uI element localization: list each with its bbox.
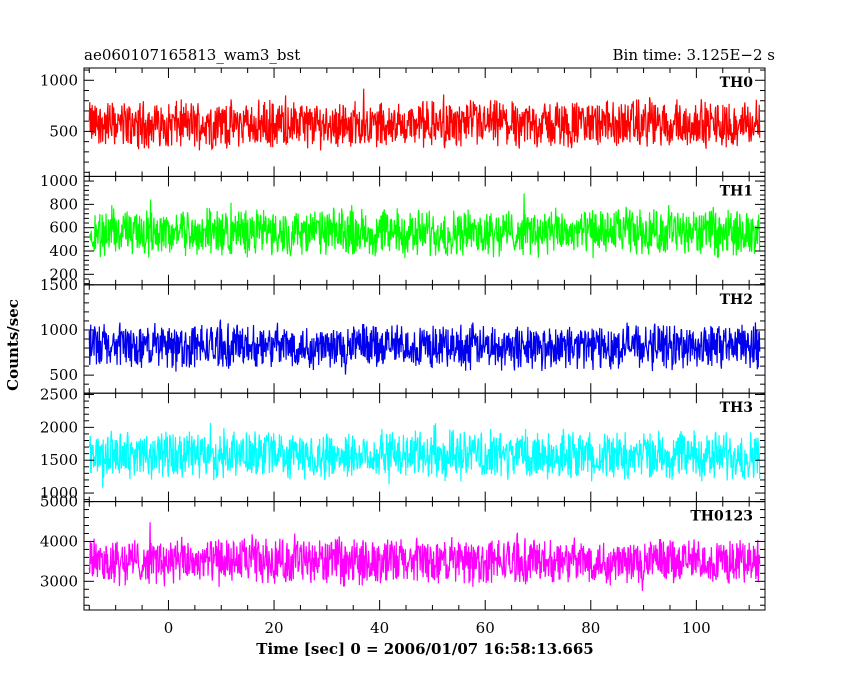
y-tick-label: 1000: [40, 172, 78, 190]
y-tick-label: 2500: [40, 386, 78, 404]
panel-th3: 1000 1500 2000 2500 TH3: [40, 386, 766, 503]
x-tick-label: 60: [476, 619, 495, 637]
y-tick-label: 600: [49, 219, 78, 237]
x-axis: 0 20 40 60 80 100: [164, 619, 711, 637]
figure-title-right: Bin time: 3.125E−2 s: [613, 46, 775, 64]
panel-label-th0: TH0: [720, 75, 754, 91]
y-tick-label: 1000: [40, 484, 78, 502]
series-line-th0: [88, 88, 761, 151]
y-tick-label: 2000: [40, 418, 78, 436]
x-tick-label: 100: [682, 619, 711, 637]
x-tick-label: 20: [264, 619, 283, 637]
x-tick-label: 40: [370, 619, 389, 637]
y-tick-label: 1500: [40, 276, 78, 294]
x-tick-label: 0: [164, 619, 174, 637]
y-tick-label: 1500: [40, 451, 78, 469]
y-tick-label: 1000: [40, 321, 78, 339]
panels-group: 500 1000 TH0 200 400 600 800 1000 TH1 500 1000 1500…: [40, 67, 766, 611]
y-tick-label: 3000: [40, 572, 78, 590]
y-tick-label: 800: [49, 195, 78, 213]
series-line-th3: [88, 422, 761, 488]
panel-th0: 500 1000 TH0: [40, 67, 766, 177]
panel-label-th0123: TH0123: [690, 509, 753, 525]
panel-label-th2: TH2: [720, 292, 753, 308]
panel-label-th1: TH1: [720, 183, 753, 199]
x-axis-title: Time [sec] 0 = 2006/01/07 16:58:13.665: [256, 640, 593, 658]
panel-label-th3: TH3: [720, 400, 753, 416]
figure-title-left: ae060107165813_wam3_bst: [84, 46, 300, 64]
y-tick-label: 400: [49, 242, 78, 260]
y-tick-label: 1000: [40, 71, 78, 89]
y-tick-label: 500: [49, 122, 78, 140]
y-tick-label: 5000: [40, 493, 78, 511]
y-tick-label: 200: [49, 265, 78, 283]
x-tick-label: 80: [581, 619, 600, 637]
y-tick-label: 500: [49, 366, 78, 384]
panel-th1: 200 400 600 800 1000 TH1: [40, 172, 766, 286]
panel-th2: 500 1000 1500 TH2: [40, 276, 766, 394]
series-line-th2: [88, 319, 761, 375]
series-line-th1: [88, 193, 761, 259]
panel-th0123: 3000 4000 5000 TH0123: [40, 493, 766, 611]
y-tick-label: 4000: [40, 532, 78, 550]
series-line-th0123: [88, 522, 761, 591]
y-axis-title: Counts/sec: [4, 299, 22, 391]
panel-frame: [83, 501, 766, 611]
